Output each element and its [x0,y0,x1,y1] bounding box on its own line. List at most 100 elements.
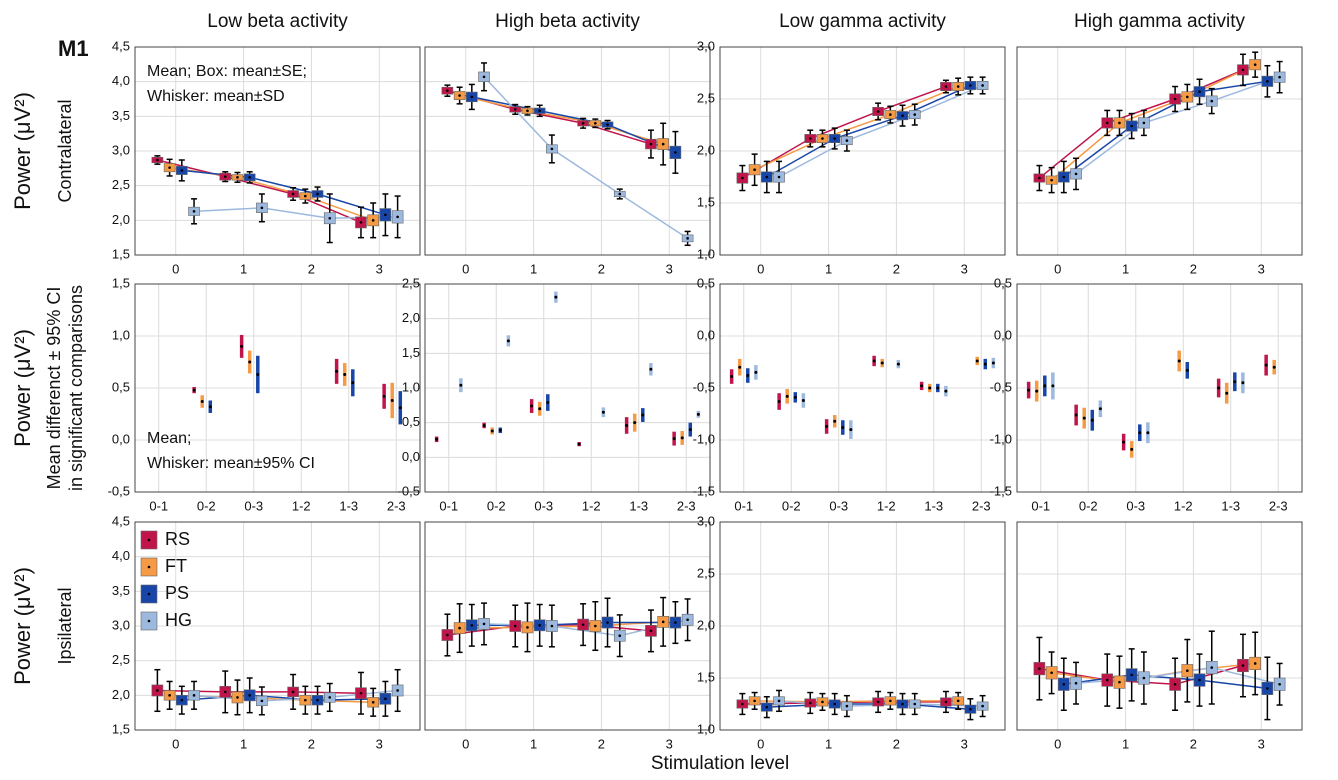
mean-dot [384,697,387,701]
x-tick-label: 2 [308,736,315,751]
y-tick-label: 3,0 [697,513,715,528]
mean-dot [581,121,585,125]
x-tick-label: 0-1 [734,498,753,513]
mean-dot [606,621,609,624]
mean-dot [618,634,622,638]
series-line [1063,80,1268,178]
series-line [742,85,947,179]
y-tick-label: 0,5 [402,414,420,429]
mean-dot [304,194,307,198]
mean-dot [538,407,542,411]
mean-dot [849,428,853,432]
mean-dot [371,700,375,704]
mean-dot [1241,68,1245,72]
mean-dot [1038,176,1041,180]
mean-dot [513,108,517,111]
x-tick-label: 0-2 [197,498,216,513]
mean-dot [845,139,849,142]
mean-dot [601,410,605,414]
mean-dot [470,624,474,627]
mean-dot [513,624,517,628]
panel-title: Low gamma activity [779,11,946,32]
x-tick-label: 0-3 [829,498,848,513]
mean-dot [459,383,463,387]
mean-dot [1185,368,1189,372]
x-tick-label: 2-3 [972,498,991,513]
y-tick-label: 0,5 [994,275,1012,290]
x-tick-label: 1-2 [877,498,896,513]
y-tick-label: 2,5 [697,90,715,105]
mean-dot [649,142,653,146]
x-tick-label: 1 [1122,736,1129,751]
mean-dot [1186,669,1189,673]
mean-dot [896,362,900,366]
mean-dot [1130,673,1133,677]
y-tick-label: 0,5 [112,379,130,394]
y-tick-label: 3,0 [112,142,130,157]
x-tick-label: 0-3 [1126,498,1145,513]
mean-dot [260,206,264,210]
x-tick-label: 2 [598,736,605,751]
series-line [754,85,959,171]
mean-dot [688,428,692,432]
x-tick-label: 0 [1054,261,1061,276]
mean-dot [1173,682,1177,686]
y-tick-label: 0,0 [697,327,715,342]
mean-dot [661,142,665,146]
mean-dot [1142,676,1146,680]
mean-dot [482,622,486,626]
mean-dot [291,192,295,196]
x-tick-label: 1 [240,736,247,751]
x-tick-label: 2 [1190,736,1197,751]
mean-dot [981,84,984,87]
mean-dot [446,633,449,637]
y-tick-label: 4,0 [112,73,130,88]
figure-label: M1 [58,36,89,61]
y-tick-label: 1,5 [402,345,420,360]
mean-dot [328,696,332,699]
mean-dot [1074,413,1078,417]
mean-dot [1105,678,1109,682]
annotation: Whisker: mean±SD [147,88,285,105]
mean-dot [777,400,781,404]
row-y-label: Power (μV²) [10,329,35,447]
series-line [157,159,362,224]
x-tick-label: 2 [893,736,900,751]
panel-frame [1016,46,1303,256]
y-tick-label: -0,5 [693,379,715,394]
mean-dot [1241,381,1245,385]
y-tick-label: 2,5 [697,565,715,580]
y-tick-label: 2,0 [112,687,130,702]
x-tick-label: 0-1 [1031,498,1050,513]
mean-dot [1118,121,1121,125]
panel-frame [424,521,711,731]
panel-frame [134,283,421,493]
x-tick-label: 0 [757,736,764,751]
x-tick-label: 2 [1190,261,1197,276]
y-tick-label: 2,0 [112,212,130,227]
mean-dot [956,699,960,703]
x-tick-label: 1-3 [629,498,648,513]
panel-title: High beta activity [495,11,640,32]
series-line [1063,674,1268,690]
mean-dot [1198,90,1201,94]
x-axis-label: Stimulation level [651,753,789,774]
x-tick-label: 0-2 [782,498,801,513]
y-tick-label: 3,0 [112,617,130,632]
mean-dot [618,192,622,196]
mean-dot [936,386,940,390]
y-tick-label: -1,0 [990,431,1012,446]
y-tick-label: 1,0 [402,379,420,394]
x-tick-label: 3 [666,261,673,276]
x-tick-label: 1-2 [1174,498,1193,513]
y-tick-label: 0,5 [697,275,715,290]
mean-dot [1038,667,1041,670]
mean-dot [1264,363,1268,367]
mean-dot [1074,681,1078,685]
mean-dot [880,361,884,365]
mean-dot [382,394,386,398]
mean-dot [821,700,824,704]
x-tick-label: 1-3 [1221,498,1240,513]
mean-dot [1130,447,1134,451]
